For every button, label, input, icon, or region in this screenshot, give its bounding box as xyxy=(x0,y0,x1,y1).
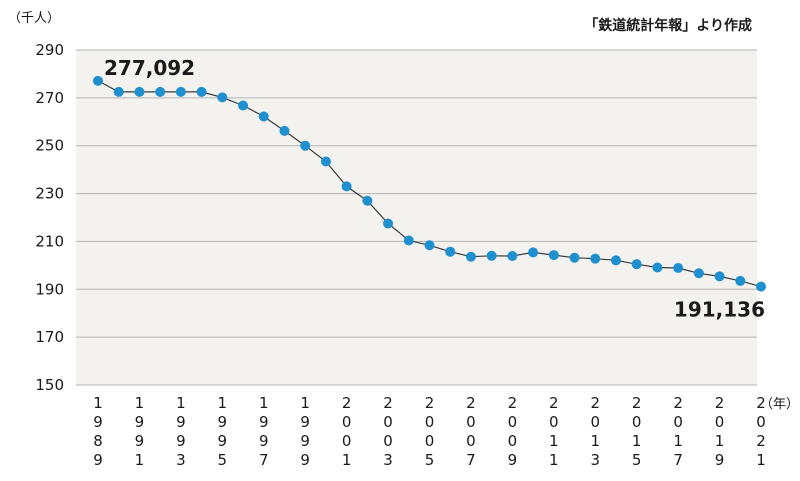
data-point xyxy=(445,246,456,257)
data-label: 191,136 xyxy=(674,298,765,322)
data-point xyxy=(631,259,642,270)
data-point xyxy=(93,75,103,86)
data-point xyxy=(673,262,684,273)
data-point xyxy=(362,195,373,206)
x-axis-ticks: 1 9 8 9 1 9 9 1 1 9 9 3 1 9 9 5 1 9 9 7 1 9 9 9 2 0 0 1 2 0 0 3 2 0 0 5 2 0 0 7… xyxy=(93,394,766,469)
gridlines xyxy=(76,49,757,386)
data-point xyxy=(155,86,166,97)
data-point xyxy=(424,240,435,251)
data-point xyxy=(590,253,601,264)
data-point xyxy=(341,181,352,192)
data-point xyxy=(403,235,414,246)
data-point xyxy=(134,86,145,97)
y-tick-label: 250 xyxy=(35,137,64,155)
data-point xyxy=(258,111,269,122)
y-tick-label: 290 xyxy=(35,41,64,59)
y-tick-label: 190 xyxy=(35,280,64,298)
data-point xyxy=(196,86,207,97)
data-point xyxy=(756,281,766,292)
data-point xyxy=(383,218,394,229)
data-point xyxy=(217,92,228,103)
y-tick-label: 230 xyxy=(35,185,64,203)
data-point xyxy=(714,271,725,282)
data-labels: 277,092 191,136 xyxy=(104,56,765,322)
y-axis-ticks: 150 170 190 210 230 250 270 290 xyxy=(35,41,64,394)
data-point xyxy=(548,250,559,261)
data-point xyxy=(652,262,663,273)
data-point xyxy=(528,247,539,258)
x-unit-label: （年） xyxy=(760,397,799,412)
y-unit-label: （千人） xyxy=(8,11,60,26)
data-point xyxy=(300,140,311,151)
data-point xyxy=(465,251,476,262)
y-tick-label: 270 xyxy=(35,89,64,107)
data-point xyxy=(693,268,704,279)
source-note: 「鉄道統計年報」より作成 xyxy=(584,17,752,34)
data-point xyxy=(507,251,518,262)
data-points xyxy=(93,75,766,292)
data-point xyxy=(320,156,331,167)
data-point xyxy=(175,86,186,97)
data-point xyxy=(735,275,746,286)
data-point xyxy=(610,255,621,266)
y-tick-label: 210 xyxy=(35,232,64,250)
data-point xyxy=(238,100,249,111)
data-point xyxy=(486,250,497,261)
y-tick-label: 150 xyxy=(35,376,64,394)
y-tick-label: 170 xyxy=(35,328,64,346)
plot-area xyxy=(76,50,757,385)
data-point xyxy=(113,86,124,97)
data-point xyxy=(279,125,290,136)
data-point xyxy=(569,252,580,263)
data-label: 277,092 xyxy=(104,56,195,80)
